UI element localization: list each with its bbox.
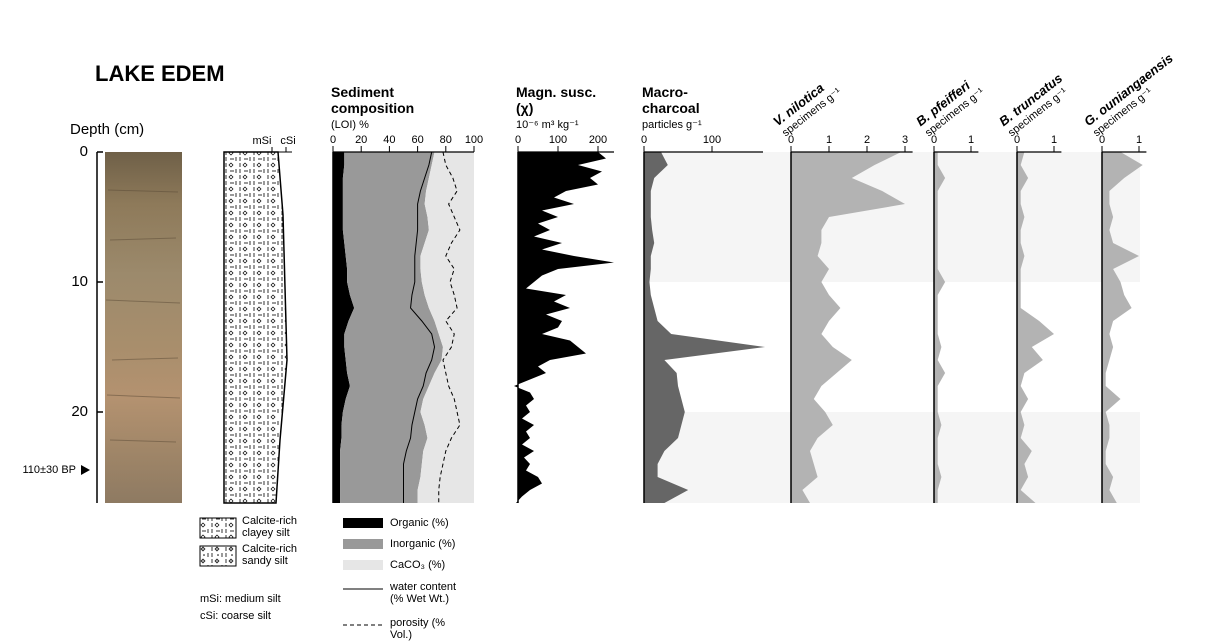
panel-subtitle: particles g⁻¹	[642, 118, 712, 132]
x-tick-label: 100	[465, 134, 483, 146]
panel-title: Magn. susc. (χ)	[516, 84, 601, 116]
area	[514, 152, 614, 503]
panel-title: Macro-charcoal	[642, 84, 712, 116]
lithology-legend-label: Calcite-rich sandy silt	[242, 543, 306, 567]
x-tick-label: 2	[864, 134, 870, 146]
panel-heading: Sediment composition (LOI) %	[331, 84, 441, 132]
legend-label: CaCO₃ (%)	[390, 559, 480, 571]
x-tick-label: 200	[589, 134, 607, 146]
panel-subtitle: (LOI) %	[331, 118, 441, 132]
x-tick-label: 1	[1051, 134, 1057, 146]
x-tick-label: 1	[826, 134, 832, 146]
panel-heading: Magn. susc. (χ) 10⁻⁶ m³ kg⁻¹	[516, 84, 601, 132]
lithology-column	[224, 152, 287, 503]
y-tick-label: 0	[80, 143, 88, 160]
x-tick-label: 100	[549, 134, 567, 146]
legend-swatch	[343, 518, 383, 528]
legend-label: porosity (% Vol.)	[390, 617, 470, 641]
lithology-note: mSi: medium silt	[200, 593, 281, 605]
x-tick-label: 60	[411, 134, 423, 146]
lithology-legend-swatch	[200, 518, 236, 538]
x-tick-label: 20	[355, 134, 367, 146]
x-tick-label: 100	[703, 134, 721, 146]
shade-band	[644, 152, 1140, 282]
lithology-column-label: cSi	[280, 135, 295, 147]
annotation-arrow	[81, 465, 90, 475]
panel-title: Sediment composition	[331, 84, 441, 116]
panel-heading: Macro-charcoal particles g⁻¹	[642, 84, 712, 132]
x-tick-label: 0	[515, 134, 521, 146]
figure-title: LAKE EDEM	[95, 61, 225, 86]
annotation: 110±30 BP	[22, 464, 76, 476]
x-tick-label: 0	[641, 134, 647, 146]
y-tick-label: 10	[71, 273, 88, 290]
legend-label: Organic (%)	[390, 517, 480, 529]
legend-swatch	[343, 560, 383, 570]
x-tick-label: 3	[902, 134, 908, 146]
legend-label: water content (% Wet Wt.)	[390, 581, 470, 605]
x-tick-label: 80	[440, 134, 452, 146]
lithology-column-label: mSi	[253, 135, 272, 147]
lithology-note: cSi: coarse silt	[200, 610, 271, 622]
y-tick-label: 20	[71, 403, 88, 420]
core-photo	[105, 152, 182, 503]
legend-label: Inorganic (%)	[390, 538, 480, 550]
depth-axis-label: Depth (cm)	[70, 121, 144, 138]
x-tick-label: 0	[330, 134, 336, 146]
shade-band	[644, 412, 1140, 503]
x-tick-label: 1	[1136, 134, 1142, 146]
figure: mSi cSi Depth (cm) 110±30 BP LAKE EDEM m…	[0, 0, 1207, 632]
x-tick-label: 40	[383, 134, 395, 146]
panel-subtitle: 10⁻⁶ m³ kg⁻¹	[516, 118, 601, 132]
legend-swatch	[343, 539, 383, 549]
lithology-legend-swatch	[200, 546, 236, 566]
x-tick-label: 1	[968, 134, 974, 146]
lithology-legend-label: Calcite-rich clayey silt	[242, 515, 306, 539]
